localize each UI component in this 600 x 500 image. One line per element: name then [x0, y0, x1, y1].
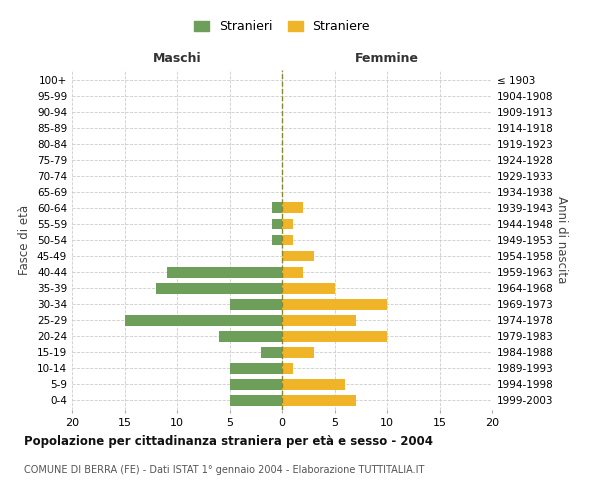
Bar [282, 218, 293, 230]
Bar [229, 298, 282, 310]
Y-axis label: Anni di nascita: Anni di nascita [554, 196, 568, 284]
Bar [282, 395, 355, 406]
Bar [282, 250, 314, 262]
Bar [282, 282, 335, 294]
Bar [219, 331, 282, 342]
Bar [282, 363, 293, 374]
Bar [282, 379, 345, 390]
Text: COMUNE DI BERRA (FE) - Dati ISTAT 1° gennaio 2004 - Elaborazione TUTTITALIA.IT: COMUNE DI BERRA (FE) - Dati ISTAT 1° gen… [24, 465, 424, 475]
Bar [156, 282, 282, 294]
Y-axis label: Fasce di età: Fasce di età [19, 205, 31, 275]
Legend: Stranieri, Straniere: Stranieri, Straniere [190, 16, 374, 37]
Bar [229, 363, 282, 374]
Bar [282, 347, 314, 358]
Text: Femmine: Femmine [355, 52, 419, 65]
Text: Popolazione per cittadinanza straniera per età e sesso - 2004: Popolazione per cittadinanza straniera p… [24, 435, 433, 448]
Text: Maschi: Maschi [152, 52, 202, 65]
Bar [282, 314, 355, 326]
Bar [282, 202, 303, 213]
Bar [125, 314, 282, 326]
Bar [282, 331, 387, 342]
Bar [271, 202, 282, 213]
Bar [271, 218, 282, 230]
Bar [167, 266, 282, 278]
Bar [271, 234, 282, 246]
Bar [261, 347, 282, 358]
Bar [282, 298, 387, 310]
Bar [229, 379, 282, 390]
Bar [282, 234, 293, 246]
Bar [282, 266, 303, 278]
Bar [229, 395, 282, 406]
